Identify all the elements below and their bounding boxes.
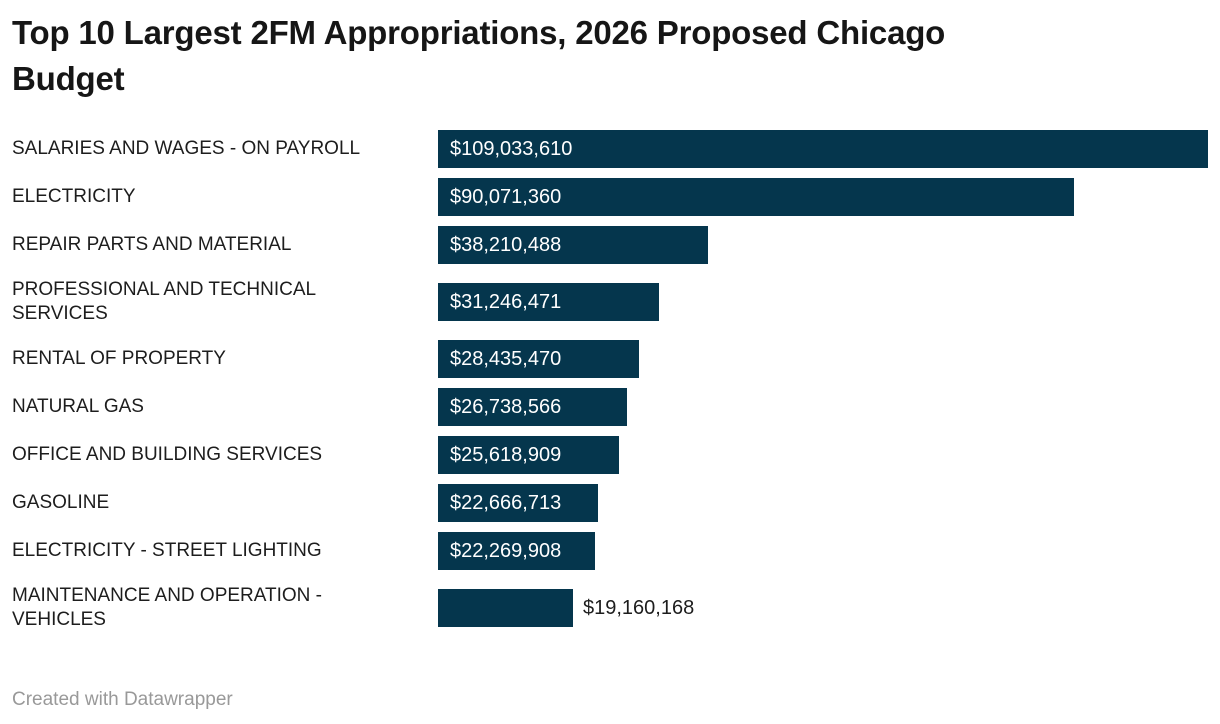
chart-row: REPAIR PARTS AND MATERIAL $38,210,488: [12, 226, 1208, 264]
category-label: MAINTENANCE AND OPERATION - VEHICLES: [12, 585, 323, 630]
category-label: SALARIES AND WAGES - ON PAYROLL: [12, 138, 361, 159]
value-label: $26,738,566: [450, 395, 562, 418]
bar-track: $22,269,908: [438, 532, 1208, 570]
category-label: REPAIR PARTS AND MATERIAL: [12, 234, 292, 255]
chart-row: ELECTRICITY - STREET LIGHTING $22,269,908: [12, 532, 1208, 570]
category-label: GASOLINE: [12, 492, 110, 513]
bar: $31,246,471: [438, 283, 659, 321]
chart-row: RENTAL OF PROPERTY $28,435,470: [12, 340, 1208, 378]
bar: [438, 589, 573, 627]
chart-row: SALARIES AND WAGES - ON PAYROLL $109,033,…: [12, 130, 1208, 168]
bar: $109,033,610: [438, 130, 1208, 168]
bar-track: $38,210,488: [438, 226, 1208, 264]
bar: $22,666,713: [438, 484, 598, 522]
bar-track: $19,160,168: [438, 589, 1208, 627]
value-label: $22,269,908: [450, 539, 562, 562]
bar-track: $22,666,713: [438, 484, 1208, 522]
chart-row: GASOLINE $22,666,713: [12, 484, 1208, 522]
chart-row: NATURAL GAS $26,738,566: [12, 388, 1208, 426]
value-label: $109,033,610: [450, 137, 573, 160]
bar-chart: SALARIES AND WAGES - ON PAYROLL $109,033,…: [12, 130, 1208, 646]
category-label: NATURAL GAS: [12, 396, 144, 417]
bar-track: $26,738,566: [438, 388, 1208, 426]
chart-row: OFFICE AND BUILDING SERVICES $25,618,909: [12, 436, 1208, 474]
bar-track: $90,071,360: [438, 178, 1208, 216]
value-label: $25,618,909: [450, 443, 562, 466]
value-label: $31,246,471: [450, 290, 562, 313]
chart-row: PROFESSIONAL AND TECHNICAL SERVICES $31,2…: [12, 278, 1208, 326]
bar-track: $109,033,610: [438, 130, 1208, 168]
category-label: OFFICE AND BUILDING SERVICES: [12, 444, 323, 465]
value-label: $19,160,168: [583, 596, 695, 619]
bar: $90,071,360: [438, 178, 1074, 216]
bar: $28,435,470: [438, 340, 639, 378]
bar: $38,210,488: [438, 226, 708, 264]
category-label: ELECTRICITY: [12, 186, 136, 207]
chart-page: Top 10 Largest 2FM Appropriations, 2026 …: [0, 10, 1220, 724]
value-label: $38,210,488: [450, 233, 562, 256]
bar-track: $28,435,470: [438, 340, 1208, 378]
bar: $22,269,908: [438, 532, 595, 570]
bar-track: $25,618,909: [438, 436, 1208, 474]
datawrapper-attribution-link[interactable]: Created with Datawrapper: [12, 689, 233, 710]
category-label: PROFESSIONAL AND TECHNICAL SERVICES: [12, 279, 317, 324]
category-label: RENTAL OF PROPERTY: [12, 348, 226, 369]
chart-row: MAINTENANCE AND OPERATION - VEHICLES $19,…: [12, 584, 1208, 632]
bar: $25,618,909: [438, 436, 619, 474]
value-label: $22,666,713: [450, 491, 562, 514]
chart-row: ELECTRICITY $90,071,360: [12, 178, 1208, 216]
page-title: Top 10 Largest 2FM Appropriations, 2026 …: [12, 14, 946, 97]
bar: $26,738,566: [438, 388, 627, 426]
bar-track: $31,246,471: [438, 283, 1208, 321]
category-label: ELECTRICITY - STREET LIGHTING: [12, 540, 322, 561]
value-label: $90,071,360: [450, 185, 562, 208]
value-label: $28,435,470: [450, 347, 562, 370]
